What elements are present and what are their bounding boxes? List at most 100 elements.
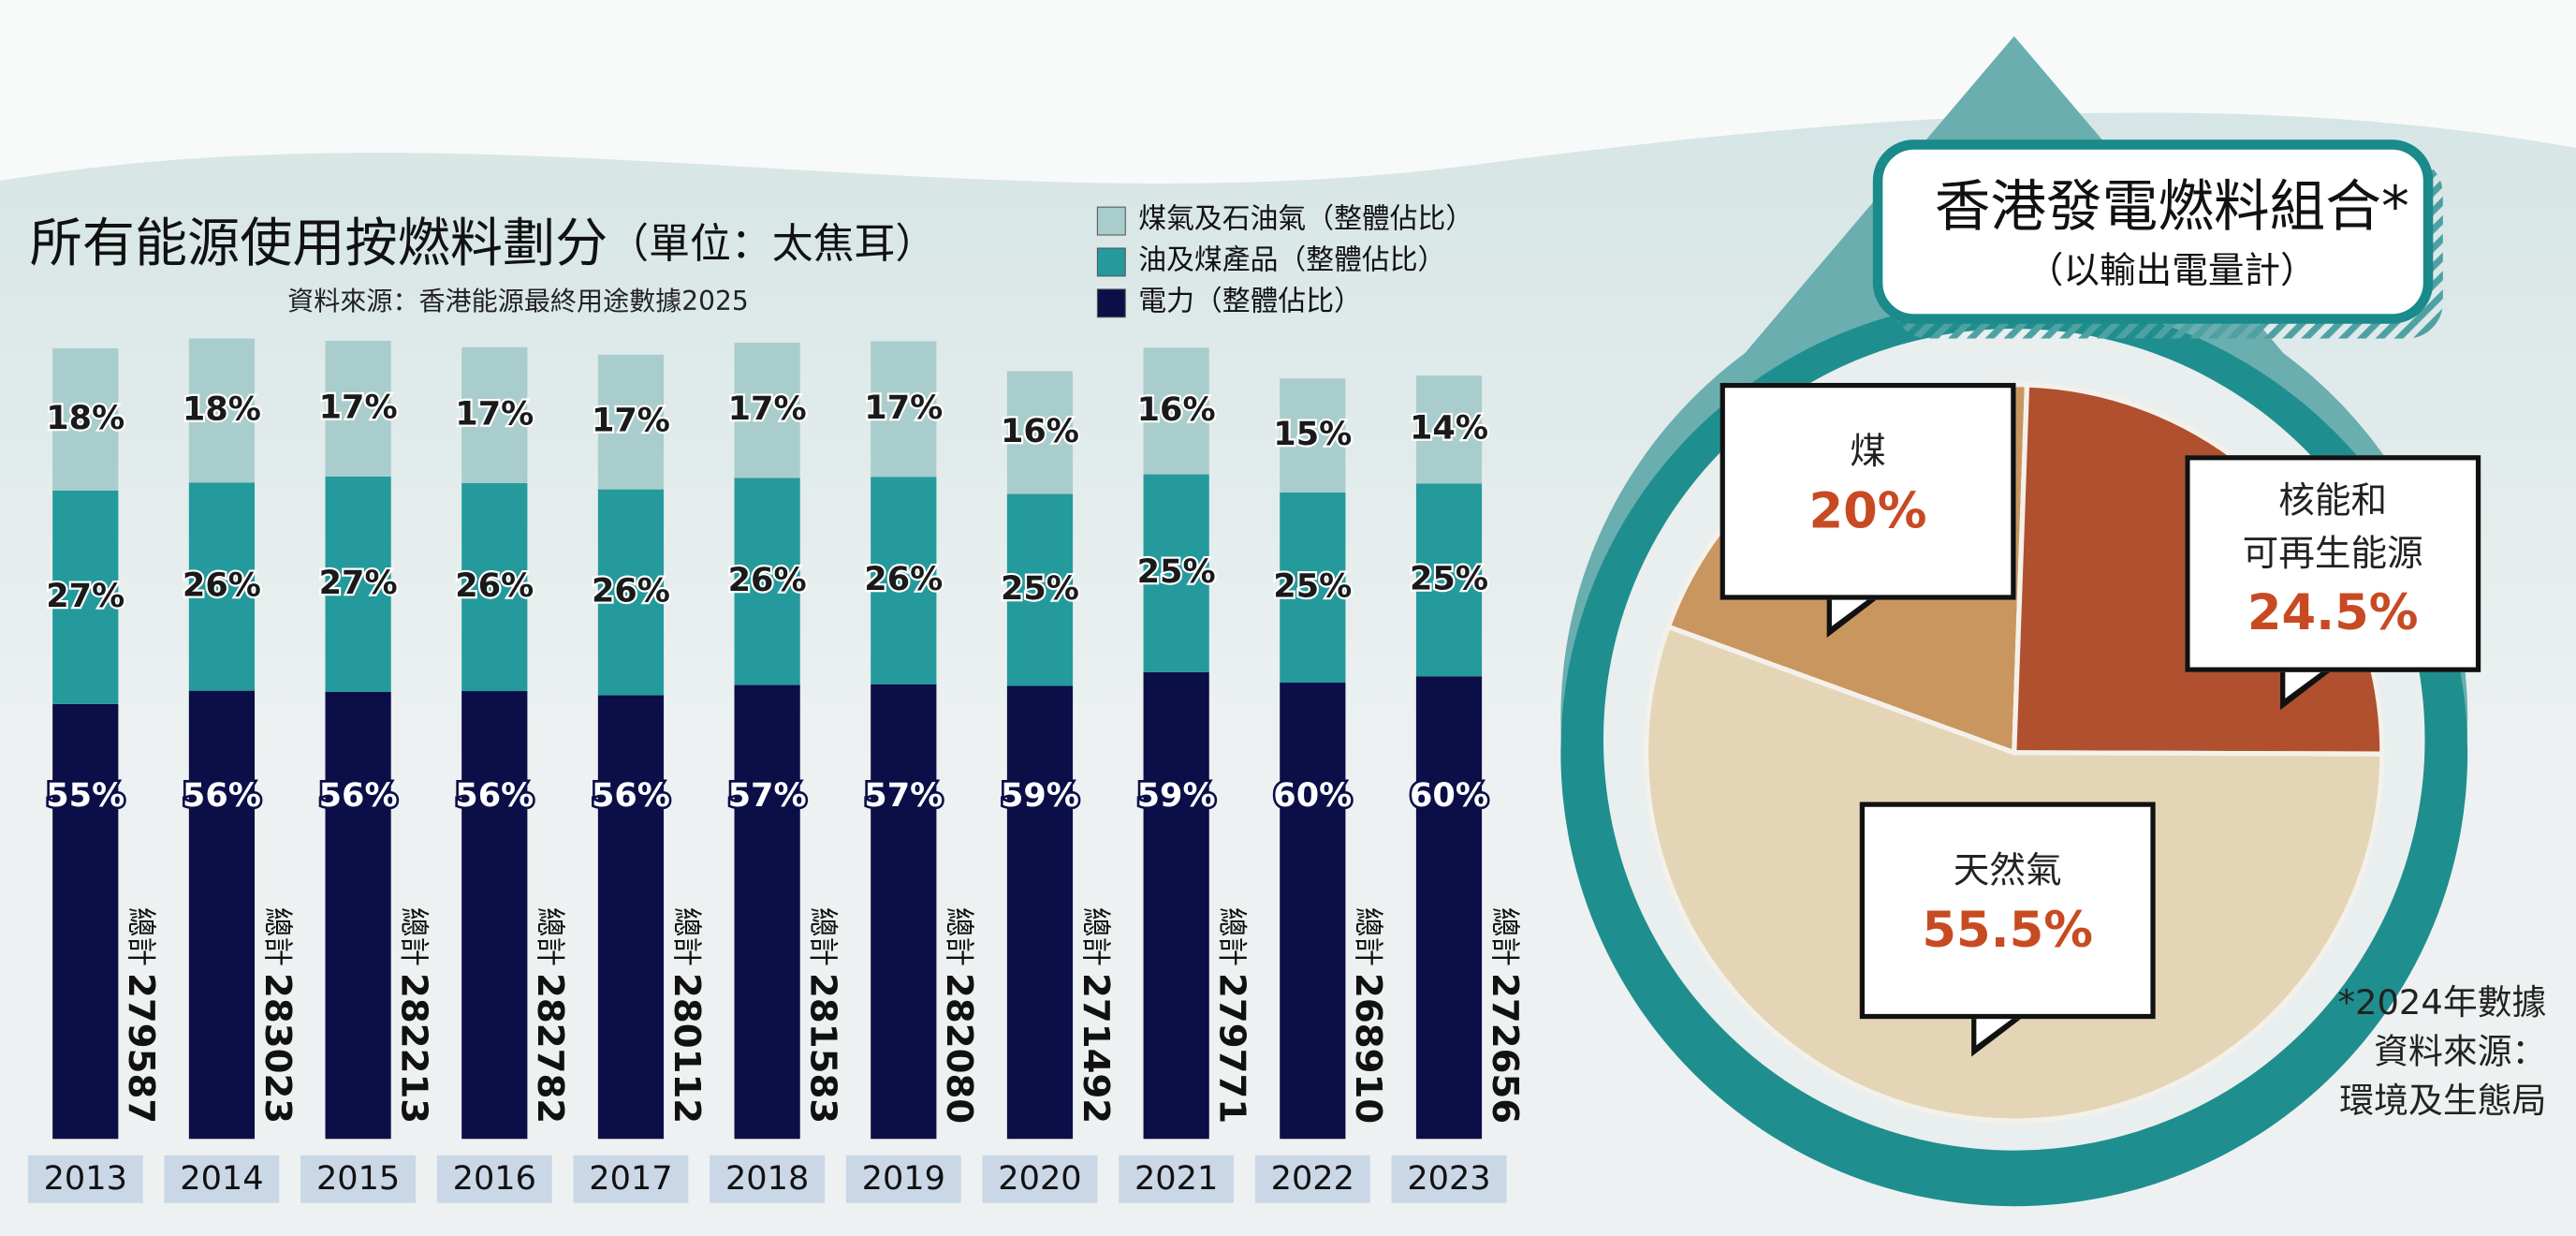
total-label-group: 總計 272656 [1484, 907, 1526, 1124]
x-tick-label: 2016 [453, 1159, 536, 1198]
bar-segment [325, 340, 391, 477]
value-label: 56% [592, 776, 670, 815]
bar-segment [1415, 375, 1483, 484]
value-label: 17% [592, 402, 670, 440]
x-tick-label: 2017 [589, 1159, 672, 1198]
note: 環境及生態局 [2339, 1081, 2547, 1121]
value-label: 59% [1001, 776, 1079, 815]
bar-segment [734, 342, 800, 478]
value-label: 17% [864, 389, 943, 427]
year-box [1119, 1155, 1235, 1203]
total-word: 總計 [397, 907, 431, 966]
total-value: 281583 [802, 973, 844, 1124]
bar-segment [871, 684, 937, 1140]
year-box [436, 1155, 552, 1203]
bar-segment [597, 354, 665, 490]
value-label: 56% [319, 776, 398, 815]
callout-value: 55.5% [1922, 902, 2094, 960]
bar-segment [461, 691, 528, 1140]
value-label: 26% [455, 566, 534, 605]
total-label-group: 總計 281583 [802, 907, 844, 1124]
legend-label: 煤氣及石油氣（整體佔比） [1138, 203, 1473, 236]
bar-segment [1006, 493, 1074, 686]
bar-segment [1280, 683, 1346, 1140]
total-word: 總計 [942, 907, 975, 966]
value-label: 26% [728, 561, 807, 599]
chart-title: 所有能源使用按燃料劃分（單位：太焦耳） [30, 213, 937, 274]
total-label-group: 總計 279771 [1211, 907, 1253, 1124]
year-box [710, 1155, 826, 1203]
value-label: 17% [319, 388, 398, 426]
value-label: 56% [455, 776, 534, 815]
callout-label: 天然氣 [1953, 851, 2062, 893]
total-value: 279587 [121, 973, 163, 1124]
total-label: 總計 283023 [256, 907, 299, 1124]
total-label: 總計 281583 [802, 907, 844, 1124]
total-label-group: 總計 280112 [666, 907, 708, 1124]
bar-segment [188, 690, 256, 1140]
callout: 天然氣 55.5% [1859, 802, 2156, 1020]
bar-segment [188, 338, 256, 483]
total-label-group: 總計 283023 [256, 907, 299, 1124]
total-label: 總計 279587 [121, 907, 163, 1124]
legend-swatch [1096, 288, 1126, 318]
x-tick-label: 2021 [1134, 1159, 1218, 1198]
x-tick-label: 2023 [1407, 1159, 1490, 1198]
legend-swatch [1096, 206, 1126, 236]
callout-label: 煤 [1850, 432, 1886, 474]
value-label: 18% [46, 399, 124, 437]
total-value: 268910 [1348, 973, 1390, 1124]
value-label: 27% [46, 577, 124, 615]
bar-segment [325, 692, 391, 1140]
note: *2024年數據 [2337, 982, 2547, 1023]
callout: 煤 20% [1720, 382, 2016, 600]
value-label: 60% [1273, 776, 1352, 815]
value-label: 27% [319, 564, 398, 602]
title-unit: （單位：太焦耳） [607, 220, 936, 268]
bar-segment [52, 490, 119, 704]
total-value: 272656 [1484, 973, 1526, 1124]
year-box [1391, 1155, 1507, 1203]
bar-segment [52, 703, 119, 1140]
value-label: 25% [1001, 569, 1079, 608]
x-tick-label: 2015 [316, 1159, 400, 1198]
bar-segment [734, 478, 800, 685]
title-box [1872, 140, 2434, 324]
bar-segment [597, 489, 665, 696]
total-word: 總計 [669, 907, 703, 966]
bar-segment [734, 684, 800, 1140]
total-label: 總計 282782 [530, 907, 572, 1124]
bar-segment [1006, 371, 1074, 494]
value-label: 57% [728, 776, 807, 815]
pie-title: 香港發電燃料組合* [1935, 175, 2409, 240]
x-tick-label: 2019 [862, 1159, 945, 1198]
total-value: 280112 [666, 973, 708, 1124]
total-word: 總計 [1215, 907, 1249, 966]
total-label-group: 總計 282080 [939, 907, 981, 1124]
bar-segment [871, 477, 937, 684]
total-value: 279771 [1211, 973, 1253, 1124]
value-label: 56% [183, 776, 261, 815]
callout-value: 20% [1808, 482, 1927, 541]
title-main: 所有能源使用按燃料劃分 [30, 213, 608, 274]
legend-label: 油及煤產品（整體佔比） [1138, 244, 1445, 277]
year-box [27, 1155, 143, 1203]
value-label: 17% [455, 394, 534, 433]
bar-segment [1280, 492, 1346, 684]
value-label: 17% [728, 390, 807, 428]
total-label: 總計 271492 [1075, 907, 1117, 1124]
value-label: 16% [1137, 390, 1216, 429]
total-word: 總計 [260, 907, 294, 966]
year-box [164, 1155, 280, 1203]
bar-segment [52, 347, 119, 491]
legend-label: 電力（整體佔比） [1138, 285, 1362, 317]
callout-label: 核能和 可再生能源 [2242, 481, 2423, 576]
value-label: 25% [1410, 559, 1488, 597]
total-label: 總計 268910 [1348, 907, 1390, 1124]
legend-swatch [1096, 247, 1126, 277]
bar-segment [597, 695, 665, 1140]
year-box [300, 1155, 417, 1203]
bar-segment [1143, 474, 1209, 672]
bar-segment [461, 346, 528, 483]
value-label: 26% [864, 560, 943, 598]
